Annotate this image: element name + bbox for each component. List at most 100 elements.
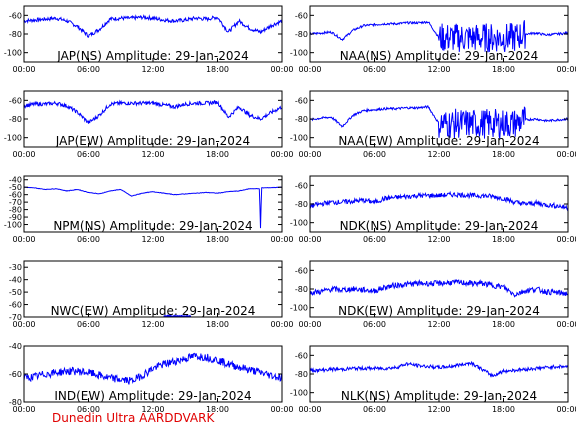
x-tick-label: 06:00 bbox=[363, 150, 386, 159]
series-line bbox=[310, 20, 568, 53]
x-tick-label: 00:00 bbox=[556, 235, 576, 244]
x-tick-label: 18:00 bbox=[492, 150, 515, 159]
panel-title: NWC(EW) Amplitude: 29-Jan-2024 bbox=[51, 304, 256, 318]
x-tick-label: 00:00 bbox=[270, 320, 293, 329]
y-tick-label: -30 bbox=[9, 263, 22, 272]
y-tick-label: -50 bbox=[9, 288, 22, 297]
y-tick-label: -60 bbox=[9, 301, 22, 310]
x-tick-label: 00:00 bbox=[298, 320, 321, 329]
x-tick-label: 00:00 bbox=[298, 235, 321, 244]
y-tick-label: -60 bbox=[295, 266, 308, 275]
chart-panel: -60 -80 -100 00:00 06:00 12:00 18:00 00:00 NDK(N… bbox=[290, 175, 576, 244]
x-tick-label: 06:00 bbox=[77, 150, 100, 159]
series-line bbox=[310, 190, 568, 212]
x-tick-label: 00:00 bbox=[556, 405, 576, 414]
y-tick-label: -80 bbox=[295, 285, 308, 294]
y-tick-label: -60 bbox=[9, 11, 22, 20]
x-tick-label: 06:00 bbox=[363, 405, 386, 414]
chart-panel: -60 -80 -100 00:00 06:00 12:00 18:00 00:00 JAP(E… bbox=[4, 90, 294, 159]
y-tick-label: -40 bbox=[9, 342, 22, 351]
y-tick-label: -70 bbox=[9, 313, 22, 322]
y-tick-label: -50 bbox=[9, 183, 22, 192]
series-line bbox=[24, 14, 282, 38]
panel-title: NDK(EW) Amplitude: 29-Jan-2024 bbox=[338, 304, 540, 318]
panel-title: NDK(NS) Amplitude: 29-Jan-2024 bbox=[340, 219, 539, 233]
y-tick-label: -60 bbox=[9, 96, 22, 105]
x-tick-label: 00:00 bbox=[270, 150, 293, 159]
x-tick-label: 00:00 bbox=[12, 235, 35, 244]
series-line bbox=[163, 314, 192, 317]
y-tick-label: -100 bbox=[290, 134, 308, 143]
chart-panel: -60 -80 -100 00:00 06:00 12:00 18:00 00:00 NAA(N… bbox=[290, 5, 576, 74]
series-line bbox=[310, 360, 568, 378]
y-tick-label: -80 bbox=[295, 200, 308, 209]
x-tick-label: 06:00 bbox=[77, 405, 100, 414]
x-tick-label: 18:00 bbox=[206, 65, 229, 74]
x-tick-label: 18:00 bbox=[206, 235, 229, 244]
y-tick-label: -100 bbox=[290, 49, 308, 58]
x-tick-label: 18:00 bbox=[206, 320, 229, 329]
panel-title: JAP(EW) Amplitude: 29-Jan-2024 bbox=[55, 134, 250, 148]
x-tick-label: 00:00 bbox=[556, 320, 576, 329]
y-tick-label: -100 bbox=[290, 219, 308, 228]
x-tick-label: 06:00 bbox=[77, 320, 100, 329]
y-tick-label: -40 bbox=[9, 276, 22, 285]
x-tick-label: 18:00 bbox=[492, 235, 515, 244]
x-tick-label: 06:00 bbox=[363, 235, 386, 244]
y-tick-label: -40 bbox=[9, 176, 22, 185]
footer-label: Dunedin Ultra AARDDVARK bbox=[52, 411, 215, 425]
x-tick-label: 18:00 bbox=[492, 405, 515, 414]
y-tick-label: -80 bbox=[9, 30, 22, 39]
series-line bbox=[310, 105, 568, 139]
x-tick-label: 00:00 bbox=[12, 405, 35, 414]
panel-title: NPM(NS) Amplitude: 29-Jan-2024 bbox=[53, 219, 252, 233]
x-tick-label: 00:00 bbox=[298, 405, 321, 414]
y-tick-label: -100 bbox=[4, 221, 22, 230]
y-tick-label: -60 bbox=[295, 181, 308, 190]
y-tick-label: -60 bbox=[9, 191, 22, 200]
series-line bbox=[24, 186, 282, 229]
panel-title: NLK(NS) Amplitude: 29-Jan-2024 bbox=[341, 389, 537, 403]
y-tick-label: -60 bbox=[295, 351, 308, 360]
x-tick-label: 00:00 bbox=[12, 65, 35, 74]
x-tick-label: 00:00 bbox=[556, 65, 576, 74]
x-tick-label: 12:00 bbox=[427, 320, 450, 329]
y-tick-label: -80 bbox=[9, 115, 22, 124]
x-tick-label: 00:00 bbox=[556, 150, 576, 159]
y-tick-label: -60 bbox=[295, 11, 308, 20]
x-tick-label: 12:00 bbox=[141, 65, 164, 74]
x-tick-label: 00:00 bbox=[298, 65, 321, 74]
x-tick-label: 18:00 bbox=[206, 150, 229, 159]
x-tick-label: 12:00 bbox=[141, 235, 164, 244]
x-tick-label: 00:00 bbox=[270, 235, 293, 244]
chart-panel: -60 -80 -100 00:00 06:00 12:00 18:00 00:00 NDK(E… bbox=[290, 260, 576, 329]
x-tick-label: 12:00 bbox=[427, 150, 450, 159]
x-tick-label: 06:00 bbox=[77, 65, 100, 74]
series-line bbox=[24, 352, 282, 385]
x-tick-label: 12:00 bbox=[141, 320, 164, 329]
y-tick-label: -100 bbox=[290, 389, 308, 398]
x-tick-label: 18:00 bbox=[492, 320, 515, 329]
chart-panel: -40-50-60-70-80-90-100 00:00 06:00 12:00 18:… bbox=[4, 175, 294, 244]
x-tick-label: 06:00 bbox=[363, 320, 386, 329]
y-tick-label: -100 bbox=[290, 304, 308, 313]
x-tick-label: 00:00 bbox=[12, 150, 35, 159]
x-tick-label: 12:00 bbox=[427, 235, 450, 244]
x-tick-label: 00:00 bbox=[298, 150, 321, 159]
chart-panel: -60 -80 -100 00:00 06:00 12:00 18:00 00:00 NAA(E… bbox=[290, 90, 576, 159]
panel-title: NAA(NS) Amplitude: 29-Jan-2024 bbox=[340, 49, 539, 63]
series-line bbox=[310, 278, 568, 298]
x-tick-label: 00:00 bbox=[12, 320, 35, 329]
panel-title: NAA(EW) Amplitude: 29-Jan-2024 bbox=[338, 134, 539, 148]
chart-panel: -60 -80 -100 00:00 06:00 12:00 18:00 00:00 NLK(N… bbox=[290, 345, 576, 414]
x-tick-label: 18:00 bbox=[206, 405, 229, 414]
chart-panel: -60 -80 -100 00:00 06:00 12:00 18:00 00:00 JAP(N… bbox=[4, 5, 294, 74]
y-tick-label: -60 bbox=[295, 96, 308, 105]
x-tick-label: 06:00 bbox=[77, 235, 100, 244]
y-tick-label: -100 bbox=[4, 134, 22, 143]
y-tick-label: -90 bbox=[9, 213, 22, 222]
x-tick-label: 00:00 bbox=[270, 65, 293, 74]
